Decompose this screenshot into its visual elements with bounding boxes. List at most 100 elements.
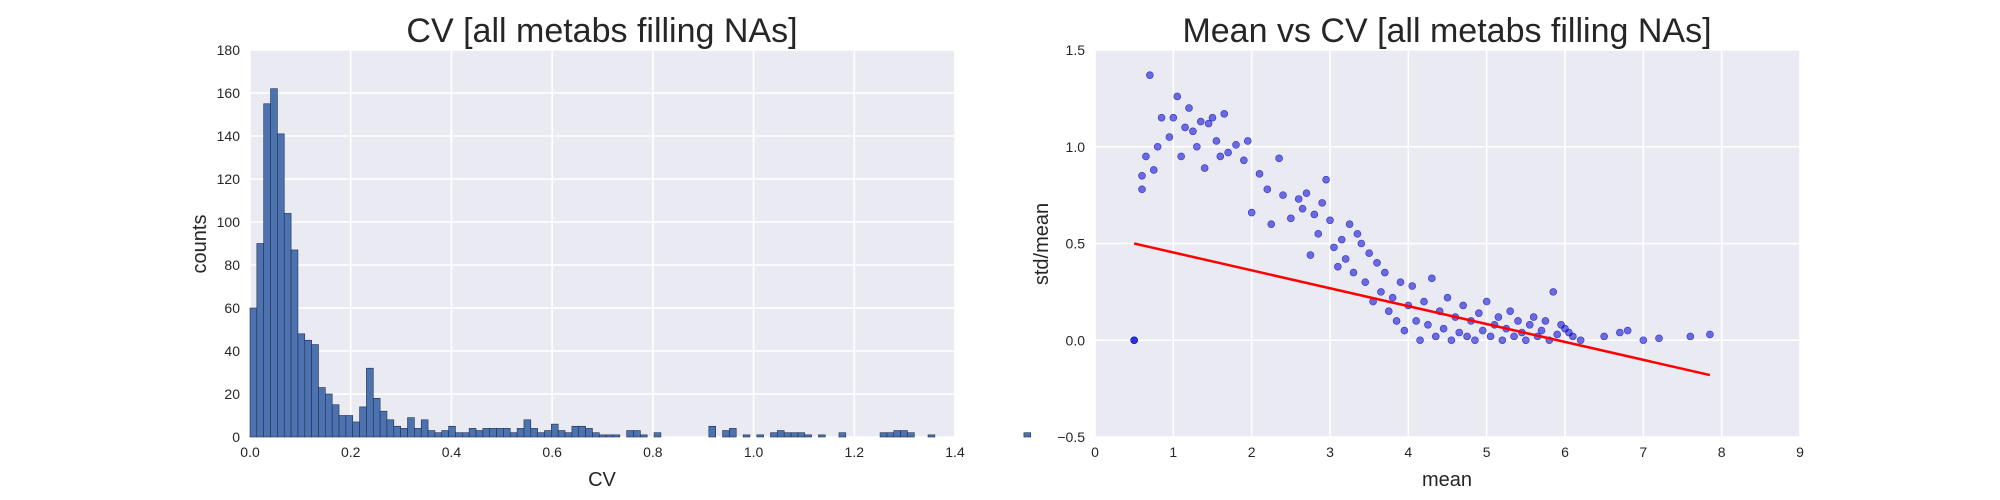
histogram-y-tick-label: 160: [217, 85, 241, 101]
scatter-y-tick-label: 1.0: [1066, 139, 1086, 155]
scatter-point: [1412, 317, 1420, 325]
histogram-bar: [783, 432, 792, 438]
histogram-bar: [331, 404, 340, 438]
scatter-point: [1157, 113, 1166, 122]
scatter-point: [1337, 235, 1346, 244]
histogram-bar: [379, 410, 388, 438]
histogram-y-tick-label: 60: [224, 300, 240, 316]
scatter-y-tick-label: 1.5: [1066, 42, 1086, 58]
scatter-point: [1623, 326, 1632, 335]
scatter-point: [1486, 332, 1495, 341]
scatter-point: [1330, 243, 1338, 252]
histogram-x-tick-label: 1.4: [945, 444, 965, 460]
histogram-bar: [427, 430, 436, 438]
scatter-point: [1212, 137, 1221, 145]
histogram-y-tick-label: 140: [217, 128, 241, 144]
scatter-point: [1247, 208, 1256, 217]
histogram-bar: [325, 393, 333, 438]
scatter-point: [1306, 251, 1315, 259]
scatter-point: [1169, 113, 1178, 122]
scatter-point: [1200, 164, 1209, 172]
histogram-bar: [283, 213, 292, 438]
scatter-point: [1381, 268, 1389, 277]
histogram-y-tick-label: 40: [224, 343, 240, 359]
histogram-x-tick-label: 0.6: [542, 444, 562, 460]
histogram-bar: [770, 432, 778, 438]
histogram-bar: [742, 434, 751, 438]
histogram-bar: [571, 425, 580, 438]
histogram-bar: [729, 428, 737, 438]
scatter-point: [1294, 195, 1303, 203]
histogram-bar: [338, 415, 347, 438]
histogram-bar: [756, 434, 764, 438]
scatter-point: [1400, 326, 1409, 335]
scatter-point: [1569, 332, 1577, 341]
scatter-point: [1165, 133, 1174, 141]
histogram-bar: [612, 434, 621, 438]
scatter-point: [1263, 185, 1272, 194]
scatter-point: [1298, 204, 1307, 213]
histogram-x-label: CV: [588, 469, 616, 491]
scatter-point: [1146, 71, 1154, 79]
scatter-point: [1424, 320, 1432, 329]
scatter-x-tick-label: 7: [1639, 444, 1647, 460]
scatter-point: [1138, 171, 1146, 180]
scatter-point: [1196, 117, 1205, 126]
histogram-bar: [1023, 432, 1032, 438]
histogram-y-label: counts: [189, 215, 211, 274]
histogram-bar: [551, 423, 559, 438]
scatter-x-tick-label: 2: [1248, 444, 1256, 460]
scatter-y-tick-label: 0.5: [1066, 236, 1086, 252]
scatter-point: [1208, 113, 1217, 122]
histogram-bar: [256, 243, 264, 438]
histogram-bar: [523, 419, 532, 438]
histogram-bar: [366, 367, 374, 438]
histogram-bar: [564, 432, 573, 438]
histogram-bar: [441, 430, 449, 438]
scatter-gridlines: [1094, 49, 1801, 438]
histogram-bar: [496, 428, 504, 438]
histogram-bar: [818, 434, 826, 438]
scatter-x-tick-label: 6: [1561, 444, 1569, 460]
histogram-bar: [263, 103, 271, 438]
histogram-bar: [448, 425, 456, 438]
histogram-bar: [790, 432, 799, 438]
histogram-bar: [907, 432, 915, 438]
scatter-point: [1529, 313, 1538, 321]
histogram-bar: [297, 333, 306, 438]
histogram-bars: [249, 88, 1032, 438]
histogram-bar: [927, 434, 936, 438]
scatter-point: [1357, 239, 1366, 248]
histogram-bar: [311, 344, 319, 438]
scatter-points: [1130, 71, 1714, 345]
scatter-point: [1428, 274, 1436, 283]
histogram-bar: [420, 419, 429, 438]
scatter-point: [1537, 326, 1546, 335]
scatter-point: [1525, 320, 1534, 329]
histogram-bar: [585, 428, 593, 438]
scatter-y-tick-label: −0.5: [1057, 429, 1085, 445]
scatter-point: [1420, 297, 1428, 306]
histogram-bar: [503, 428, 511, 438]
scatter-point: [1639, 336, 1648, 345]
histogram-bar: [475, 430, 484, 438]
scatter-point: [1185, 104, 1193, 112]
scatter-point: [1498, 336, 1507, 345]
scatter-point: [1384, 307, 1393, 316]
histogram-y-tick-label: 20: [224, 386, 240, 402]
histogram-bar: [557, 430, 566, 438]
histogram-x-tick-label: 0.8: [643, 444, 663, 460]
histogram-bar: [598, 434, 607, 438]
regression-line: [1133, 242, 1711, 377]
histogram-bar: [414, 428, 422, 438]
histogram-bar: [345, 415, 354, 438]
histogram-bar: [386, 419, 395, 438]
scatter-point: [1655, 334, 1663, 343]
scatter-point: [1541, 317, 1550, 325]
scatter-x-label: mean: [1422, 469, 1472, 491]
histogram-bar: [400, 428, 408, 438]
histogram-bar: [653, 432, 662, 438]
histogram-y-tick-label: 100: [217, 214, 241, 230]
scatter-point: [1287, 214, 1295, 223]
scatter-point: [1220, 110, 1229, 118]
